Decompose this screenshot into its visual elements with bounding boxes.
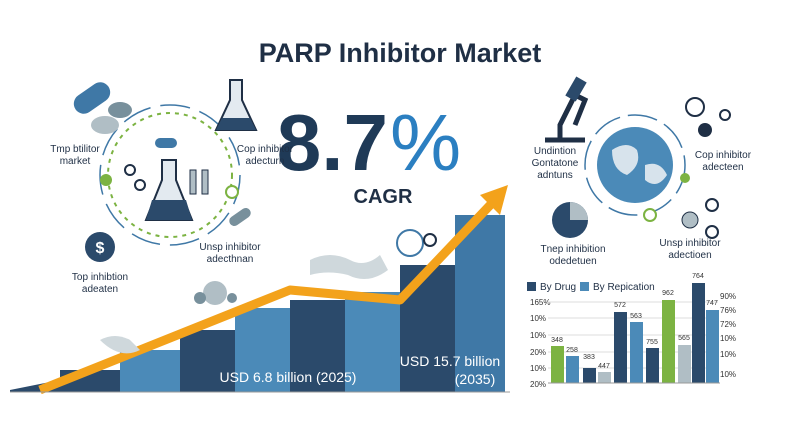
mini-chart: By Drug By Repication 165% 10% 10% 20% 1…	[527, 273, 736, 389]
bar-label: 962	[662, 290, 674, 297]
label: adectioen	[668, 250, 711, 261]
bar-label: 565	[678, 335, 690, 342]
axis-label: 20%	[530, 348, 546, 357]
bar-label: 348	[551, 337, 563, 344]
growth-start: USD 6.8 billion (2025)	[220, 369, 357, 385]
bar-label: 764	[692, 273, 704, 280]
label: odedetuen	[549, 256, 596, 267]
svg-text:$: $	[96, 240, 105, 257]
label: Unsp inhibitor	[199, 242, 261, 253]
label: Unsp inhibitor	[659, 238, 721, 249]
bar-label: 258	[566, 347, 578, 354]
label: Cop inhibitor	[695, 150, 752, 161]
label: Tnep inhibition	[540, 244, 605, 255]
axis-label: 10%	[530, 314, 546, 323]
axis-label: 76%	[720, 306, 736, 315]
axis-label: 10%	[530, 331, 546, 340]
bar-label: 572	[614, 302, 626, 309]
growth-end: USD 15.7 billion	[400, 353, 500, 369]
left-labels: Tmp btilitor market Cop inhibitor adectu…	[50, 144, 293, 295]
growth-bars	[10, 185, 510, 395]
bar-label: 747	[706, 300, 718, 307]
axis-label: 165%	[530, 298, 550, 307]
label: adecturn	[246, 156, 285, 167]
icons: $	[73, 76, 731, 354]
axis-label: 10%	[530, 364, 546, 373]
axis-label: 10%	[720, 334, 736, 343]
right-labels: Undintion Gontatone adntuns Cop inhibito…	[532, 146, 752, 267]
axis-label: 10%	[720, 370, 736, 379]
bar-label: 755	[646, 339, 658, 346]
cagr-label: CAGR	[354, 186, 413, 208]
axis-label: 10%	[720, 350, 736, 359]
label: adeaten	[82, 284, 118, 295]
label: adntuns	[537, 170, 573, 181]
label: Gontatone	[532, 158, 579, 169]
bar-label: 447	[598, 363, 610, 370]
label: adecteen	[702, 162, 743, 173]
cagr-unit: %	[390, 98, 461, 187]
label: Undintion	[534, 146, 576, 157]
label: Cop inhibitor	[237, 144, 294, 155]
axis-label: 72%	[720, 320, 736, 329]
legend-label: By Drug	[540, 282, 576, 293]
label: market	[60, 156, 91, 167]
cagr-number: 8.7	[277, 98, 388, 187]
bar-label: 383	[583, 354, 595, 361]
axis-label: 90%	[720, 292, 736, 301]
label: adecthnan	[207, 254, 254, 265]
bar-label: 563	[630, 313, 642, 320]
axis-label: 20%	[530, 380, 546, 389]
label: Top inhibtion	[72, 272, 128, 283]
legend-label: By Repication	[593, 282, 655, 293]
label: Tmp btilitor	[50, 144, 100, 155]
title: PARP Inhibitor Market	[259, 38, 542, 68]
growth-end: (2035)	[455, 371, 495, 387]
